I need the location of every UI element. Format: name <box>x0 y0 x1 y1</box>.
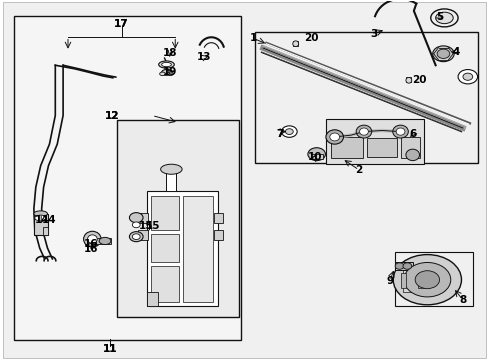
Ellipse shape <box>34 211 47 217</box>
Ellipse shape <box>402 263 411 269</box>
Text: 14: 14 <box>42 215 57 225</box>
Bar <box>399 267 426 296</box>
Text: 20: 20 <box>304 33 318 43</box>
Ellipse shape <box>462 73 472 80</box>
Text: 10: 10 <box>307 152 322 162</box>
Text: 12: 12 <box>104 111 119 121</box>
Text: 3: 3 <box>369 29 377 39</box>
Text: 16: 16 <box>83 244 98 254</box>
Ellipse shape <box>87 235 97 243</box>
Text: 5: 5 <box>435 12 442 22</box>
Text: 15: 15 <box>139 221 153 231</box>
Bar <box>400 273 406 288</box>
Text: 17: 17 <box>114 19 129 29</box>
Ellipse shape <box>432 46 453 62</box>
Ellipse shape <box>325 130 343 144</box>
Ellipse shape <box>403 262 450 297</box>
Bar <box>417 273 423 288</box>
Ellipse shape <box>158 61 174 68</box>
Ellipse shape <box>99 237 111 244</box>
Ellipse shape <box>35 215 46 221</box>
Bar <box>310 154 323 159</box>
Text: 7: 7 <box>275 129 283 139</box>
Ellipse shape <box>132 234 140 239</box>
Text: 19: 19 <box>163 67 177 77</box>
Text: 16: 16 <box>83 239 98 249</box>
Text: 9: 9 <box>386 276 392 286</box>
Ellipse shape <box>132 222 140 228</box>
Ellipse shape <box>394 263 403 269</box>
Bar <box>326 119 423 164</box>
Bar <box>366 138 396 157</box>
Bar <box>147 292 158 306</box>
Ellipse shape <box>457 69 477 84</box>
Bar <box>400 137 419 158</box>
Bar <box>151 196 179 230</box>
Bar <box>293 41 298 45</box>
Text: 18: 18 <box>163 48 177 58</box>
Ellipse shape <box>292 41 298 46</box>
Text: 1: 1 <box>249 33 256 43</box>
Bar <box>214 213 223 223</box>
Bar <box>394 252 472 306</box>
Text: 17: 17 <box>114 19 129 29</box>
Ellipse shape <box>392 125 407 138</box>
Text: 8: 8 <box>458 295 466 305</box>
Text: 7: 7 <box>275 129 283 139</box>
Bar <box>138 213 148 223</box>
Ellipse shape <box>281 126 297 137</box>
Ellipse shape <box>285 129 293 134</box>
Bar <box>394 262 412 270</box>
Text: 15: 15 <box>146 221 160 231</box>
Text: 12: 12 <box>104 111 119 121</box>
Ellipse shape <box>160 164 182 174</box>
Bar <box>166 171 176 192</box>
Ellipse shape <box>83 231 101 247</box>
Ellipse shape <box>129 231 143 242</box>
Text: 6: 6 <box>408 129 415 139</box>
Text: 11: 11 <box>103 344 118 354</box>
Ellipse shape <box>161 69 171 75</box>
Text: 13: 13 <box>197 52 211 62</box>
Bar <box>117 120 238 317</box>
Bar <box>330 137 362 158</box>
Ellipse shape <box>161 62 171 67</box>
Ellipse shape <box>392 255 461 305</box>
Ellipse shape <box>405 149 419 161</box>
Bar <box>34 214 47 234</box>
Text: 11: 11 <box>103 344 118 354</box>
Bar <box>14 16 240 339</box>
Bar <box>214 230 223 240</box>
Text: 20: 20 <box>411 75 426 85</box>
Bar <box>151 234 179 262</box>
Ellipse shape <box>436 49 449 58</box>
Ellipse shape <box>405 77 411 83</box>
Ellipse shape <box>395 128 404 135</box>
Bar <box>138 230 148 240</box>
Ellipse shape <box>129 213 143 223</box>
Bar <box>42 227 47 234</box>
Text: 2: 2 <box>355 165 362 175</box>
Bar <box>406 77 410 82</box>
Ellipse shape <box>359 128 367 135</box>
Bar <box>151 266 179 302</box>
Ellipse shape <box>435 12 452 24</box>
Bar <box>96 238 111 244</box>
Bar <box>255 32 477 163</box>
Ellipse shape <box>355 125 371 138</box>
Bar <box>147 192 217 306</box>
Ellipse shape <box>159 72 165 76</box>
Ellipse shape <box>167 72 173 76</box>
Ellipse shape <box>329 133 339 141</box>
Ellipse shape <box>414 271 439 289</box>
Text: 14: 14 <box>35 215 49 225</box>
Bar <box>183 196 213 302</box>
Text: 4: 4 <box>452 46 459 57</box>
Bar <box>403 270 422 292</box>
Ellipse shape <box>307 148 325 161</box>
